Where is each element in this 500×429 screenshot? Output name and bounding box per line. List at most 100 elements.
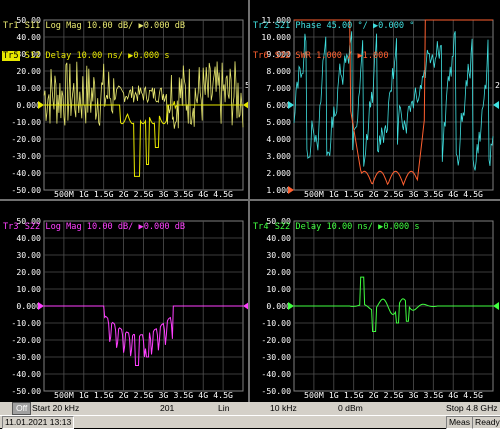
y-tick-label: 50.00 bbox=[16, 15, 41, 25]
sweep-points[interactable]: 201 bbox=[160, 403, 175, 413]
trace-pane-1[interactable]: 50.00 40.00 30.00 20.00 10.00 0.000 -10.00 -20.… bbox=[0, 0, 248, 199]
chart-1: 50.00 40.00 30.00 20.00 10.00 0.000 -10.00 -20.… bbox=[11, 15, 248, 199]
x-tick-label: 500M bbox=[54, 390, 74, 400]
trace-pane-4[interactable]: 50.00 40.00 30.00 20.00 10.00 0.000 -10.00 -20.… bbox=[250, 201, 500, 402]
x-tick-label: 1.5G bbox=[94, 189, 114, 199]
y-tick-label: 20.00 bbox=[16, 267, 41, 277]
trace-badge-tr3[interactable]: Tr3 bbox=[3, 222, 19, 232]
y-tick-label: -10.00 bbox=[261, 318, 291, 328]
x-tick-label: 4.5G bbox=[463, 189, 483, 199]
trace-header-3[interactable]: Tr3 S22 Log Mag 10.00 dB/ ▶0.000 dB bbox=[2, 202, 185, 252]
y-tick-label: 40.00 bbox=[16, 32, 41, 42]
x-tick-label: 3.5G bbox=[423, 390, 443, 400]
ref-level-arrow bbox=[493, 101, 499, 109]
trace-header-4[interactable]: Tr4 S22 Delay 10.00 ns/ ▶0.000 s bbox=[252, 202, 420, 252]
trace-header-1[interactable]: Tr1 S11 Log Mag 10.00 dB/ ▶0.000 dB Tr5 … bbox=[2, 1, 185, 81]
y-tick-label: -50.00 bbox=[11, 185, 41, 195]
trace-badge-tr4[interactable]: Tr4 bbox=[253, 222, 269, 232]
trace-desc-tr6: S22 SWR 1.000 / ▶1.000 bbox=[269, 51, 389, 61]
s22-logmag-trace bbox=[44, 305, 243, 366]
chart-3: 50.00 40.00 30.00 20.00 10.00 0.000 -10.00 -20.… bbox=[11, 216, 248, 400]
trace-badge-tr6[interactable]: Tr6 bbox=[253, 51, 269, 61]
y-tick-label: 11.000 bbox=[261, 15, 291, 25]
ref-level-arrow bbox=[243, 101, 248, 109]
x-tick-label: 2G bbox=[369, 189, 379, 199]
instrument-status-bar: 11.01.2021 13:13 Meas Ready bbox=[0, 415, 500, 429]
x-tick-label: 4G bbox=[448, 390, 458, 400]
x-tick-label: 4G bbox=[198, 189, 208, 199]
s22-delay-trace bbox=[294, 276, 493, 332]
trace-pane-3[interactable]: 50.00 40.00 30.00 20.00 10.00 0.000 -10.00 -20.… bbox=[0, 201, 248, 402]
y-tick-label: 9.000 bbox=[266, 49, 291, 59]
ref-level-arrow bbox=[38, 101, 44, 109]
x-tick-label: 1G bbox=[79, 390, 89, 400]
y-tick-label: -30.00 bbox=[11, 151, 41, 161]
meas-indicator: Meas bbox=[446, 416, 474, 429]
y-tick-label: -20.00 bbox=[11, 335, 41, 345]
y-tick-label: 20.00 bbox=[16, 66, 41, 76]
pane-divider-vertical bbox=[248, 0, 250, 402]
y-tick-label: -50.00 bbox=[261, 386, 291, 396]
x-tick-label: 4.5G bbox=[213, 390, 233, 400]
ready-indicator: Ready bbox=[472, 416, 500, 429]
y-tick-label: 0.000 bbox=[16, 100, 41, 110]
trace-badge-tr2[interactable]: Tr2 bbox=[253, 21, 269, 31]
y-tick-label: 7.000 bbox=[266, 83, 291, 93]
y-tick-label: -10.00 bbox=[11, 117, 41, 127]
marker-number: 2 bbox=[495, 80, 500, 90]
s12-delay-trace bbox=[44, 101, 243, 177]
y-tick-label: -10.00 bbox=[11, 318, 41, 328]
y-tick-label: 6.000 bbox=[266, 100, 291, 110]
y-tick-label: -40.00 bbox=[11, 168, 41, 178]
ref-level-arrow bbox=[288, 302, 294, 310]
y-tick-label: 40.00 bbox=[16, 233, 41, 243]
y-tick-label: 20.00 bbox=[266, 267, 291, 277]
trace-header-2[interactable]: Tr2 S21 Phase 45.00 °/ ▶0.000 ° Tr6 S22 … bbox=[252, 1, 414, 81]
y-tick-label: 50.00 bbox=[266, 216, 291, 226]
date-time: 11.01.2021 13:13 bbox=[2, 416, 75, 429]
marker-number: 5 bbox=[245, 80, 248, 90]
x-tick-label: 500M bbox=[304, 390, 324, 400]
x-tick-label: 2G bbox=[119, 189, 129, 199]
ref-level-arrow bbox=[38, 302, 44, 310]
if-bandwidth[interactable]: 10 kHz bbox=[270, 403, 297, 413]
power-level[interactable]: 0 dBm bbox=[338, 403, 363, 413]
ref-level-arrow bbox=[288, 101, 294, 109]
x-tick-label: 4G bbox=[448, 189, 458, 199]
x-tick-label: 3.5G bbox=[423, 189, 443, 199]
y-tick-label: 30.00 bbox=[266, 250, 291, 260]
output-off-button[interactable]: Off bbox=[12, 402, 32, 415]
y-tick-label: -50.00 bbox=[11, 386, 41, 396]
trace-badge-tr5[interactable]: Tr5 bbox=[2, 51, 20, 61]
x-tick-label: 4.5G bbox=[463, 390, 483, 400]
x-tick-label: 2G bbox=[369, 390, 379, 400]
s22-swr-trace bbox=[294, 19, 493, 187]
x-tick-label: 3G bbox=[408, 390, 418, 400]
x-tick-label: 3G bbox=[408, 189, 418, 199]
y-tick-label: 0.000 bbox=[16, 301, 41, 311]
x-tick-label: 1G bbox=[329, 390, 339, 400]
y-tick-label: 50.00 bbox=[16, 216, 41, 226]
channel-status-bar: Off Start 20 kHz 201 Lin 10 kHz 0 dBm St… bbox=[0, 402, 500, 415]
trace-desc-tr1: S11 Log Mag 10.00 dB/ ▶0.000 dB bbox=[19, 21, 186, 31]
trace-desc-tr4: S22 Delay 10.00 ns/ ▶0.000 s bbox=[269, 222, 420, 232]
x-tick-label: 1G bbox=[329, 189, 339, 199]
stop-frequency[interactable]: Stop 4.8 GHz bbox=[446, 403, 498, 413]
trace-pane-2[interactable]: 11.000 10.000 9.000 8.000 7.000 6.000 5.000 4.0… bbox=[250, 0, 500, 199]
x-tick-label: 2.5G bbox=[134, 390, 154, 400]
sweep-type[interactable]: Lin bbox=[218, 403, 230, 413]
x-tick-label: 3G bbox=[158, 189, 168, 199]
trace-badge-tr1[interactable]: Tr1 bbox=[3, 21, 19, 31]
chart-2: 11.000 10.000 9.000 8.000 7.000 6.000 5.000 4.0… bbox=[261, 15, 500, 199]
trace-desc-tr5: S12 Delay 10.00 ns/ ▶0.000 s bbox=[19, 51, 170, 61]
x-tick-label: 1G bbox=[79, 189, 89, 199]
ref-level-arrow bbox=[243, 302, 248, 310]
y-tick-label: 5.000 bbox=[266, 117, 291, 127]
pane-divider-horizontal bbox=[0, 199, 500, 201]
y-tick-label: 4.000 bbox=[266, 134, 291, 144]
y-tick-label: 10.00 bbox=[266, 284, 291, 294]
start-frequency[interactable]: Start 20 kHz bbox=[32, 403, 80, 413]
chart-4: 50.00 40.00 30.00 20.00 10.00 0.000 -10.00 -20.… bbox=[261, 216, 499, 400]
y-tick-label: 1.000 bbox=[266, 185, 291, 195]
x-tick-label: 1.5G bbox=[94, 390, 114, 400]
